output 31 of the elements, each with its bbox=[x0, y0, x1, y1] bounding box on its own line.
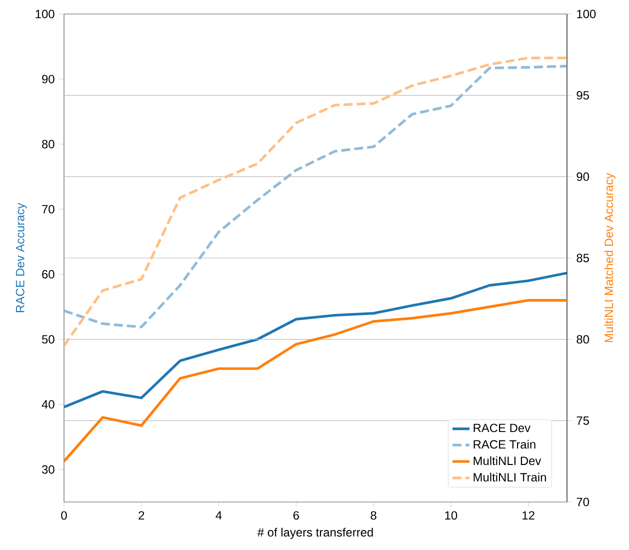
y-tick-label: 100 bbox=[36, 10, 54, 18]
y-tick-label: 40 bbox=[42, 400, 54, 409]
y-tick-label: 50 bbox=[42, 335, 54, 344]
x-tick-label: 0 bbox=[61, 511, 67, 520]
x-tick-label: 4 bbox=[216, 511, 222, 520]
y2-tick-label: 75 bbox=[576, 416, 589, 425]
y2-tick-label: 85 bbox=[576, 254, 589, 262]
legend-label: RACE Train bbox=[474, 440, 536, 449]
y2-tick-label: 80 bbox=[576, 335, 590, 344]
y-tick-label: 30 bbox=[42, 465, 54, 474]
y2-tick-label: 70 bbox=[576, 498, 590, 506]
y2-tick-label: 95 bbox=[576, 91, 589, 100]
y-tick-label: 80 bbox=[42, 140, 54, 148]
x-tick-label: 10 bbox=[445, 511, 458, 520]
x-tick-label: 6 bbox=[293, 511, 299, 520]
y2-axis-title: MultiNLI Matched Dev Accuracy bbox=[604, 173, 616, 342]
x-tick-label: 8 bbox=[370, 511, 376, 520]
y-axis-title: RACE Dev Accuracy bbox=[16, 202, 27, 312]
line-series bbox=[64, 272, 568, 408]
y-tick-label: 90 bbox=[42, 74, 54, 84]
legend-label: RACE Dev bbox=[474, 424, 531, 432]
legend-label: MultiNLI Dev bbox=[474, 456, 542, 466]
legend-label: MultiNLI Train bbox=[474, 472, 546, 482]
y-tick-label: 60 bbox=[42, 270, 54, 278]
x-tick-label: 12 bbox=[522, 511, 534, 520]
y-tick-label: 70 bbox=[42, 204, 54, 214]
x-tick-label: 2 bbox=[138, 511, 144, 520]
x-axis-title: # of layers transferred bbox=[257, 528, 373, 539]
y2-tick-label: 100 bbox=[577, 10, 596, 18]
y2-tick-label: 90 bbox=[576, 172, 590, 181]
line-series bbox=[64, 298, 568, 463]
